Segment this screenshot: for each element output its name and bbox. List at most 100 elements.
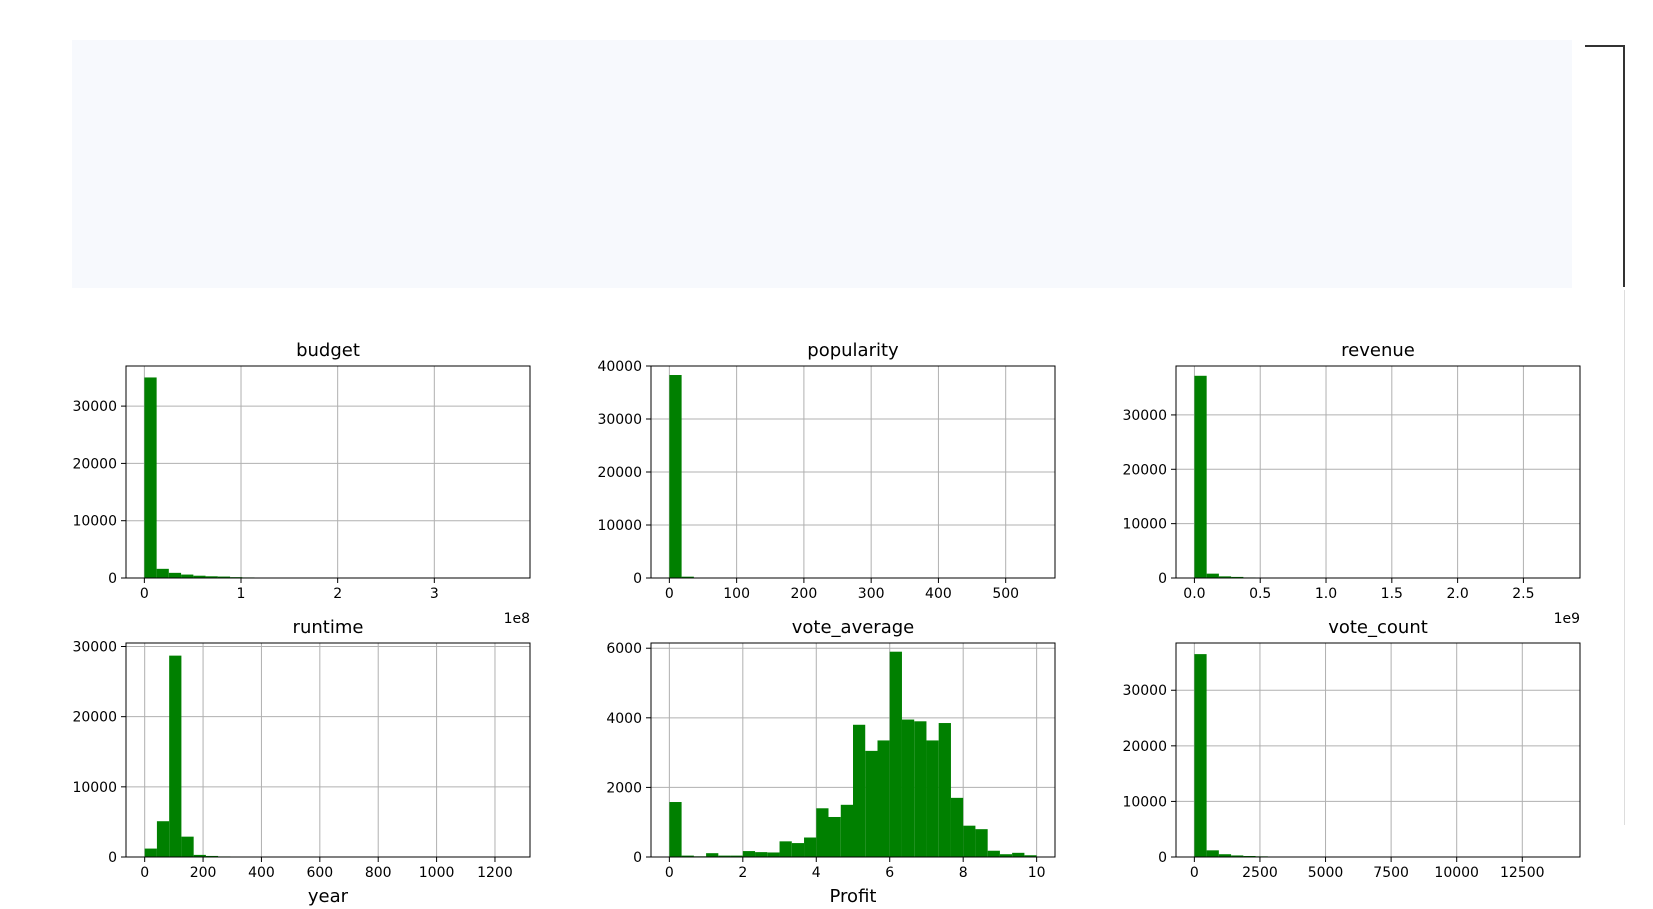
x-tick-label: 7500 (1373, 865, 1409, 881)
x-tick-label: 400 (925, 586, 952, 602)
histogram-bar (914, 721, 927, 857)
histogram-panel-revenue: 0.0 0.5 1.0 1.5 2.0 2.5 0 10000 20000 30000 revenu… (1122, 340, 1581, 627)
histogram-bar (181, 574, 194, 578)
histogram-bar (193, 575, 206, 578)
axes-frame (1175, 642, 1581, 858)
y-tick-label: 2000 (606, 780, 642, 796)
x-tick-label: 500 (992, 586, 1019, 602)
panel-title: revenue (1341, 340, 1415, 361)
x-tick-label: 8 (959, 865, 968, 881)
x-tick-label: 1200 (477, 865, 513, 881)
x-tick-label: 2500 (1242, 865, 1278, 881)
histogram-bar (926, 740, 939, 857)
y-tick-label: 0 (1158, 850, 1167, 866)
x-tick-label: 5000 (1308, 865, 1344, 881)
y-tick-label: 20000 (1122, 739, 1167, 755)
histogram-bars (669, 651, 1037, 857)
axis-offset-text: 1e9 (1554, 611, 1580, 627)
output-scroll-edge (1624, 290, 1625, 825)
x-tick-label: 400 (248, 865, 275, 881)
x-tick-label: 2.5 (1512, 586, 1534, 602)
y-tick-label: 10000 (1122, 794, 1167, 810)
x-tick-label: 4 (812, 865, 821, 881)
y-tick-label: 20000 (597, 465, 642, 481)
histogram-bar (1231, 855, 1244, 857)
x-tick-label: 200 (791, 586, 818, 602)
axes-frame (650, 642, 1056, 858)
axes-frame (125, 365, 531, 579)
x-tick-label: 1.5 (1381, 586, 1403, 602)
x-tick-label: 0 (140, 865, 149, 881)
histogram-bar (168, 572, 182, 578)
y-tick-label: 0 (108, 850, 117, 866)
histogram-panel-budget: 0 1 2 3 0 10000 20000 30000 budget 1e8 (72, 340, 531, 627)
histogram-bar (144, 377, 157, 578)
histogram-bar (1243, 855, 1256, 857)
panel-title: popularity (807, 340, 899, 361)
histogram-bar (181, 836, 194, 857)
histogram-bar (217, 576, 231, 578)
y-tick-label: 4000 (606, 711, 642, 727)
histogram-bar (840, 804, 853, 857)
cell-output-area (72, 40, 1572, 288)
x-tick-label: 200 (190, 865, 217, 881)
x-tick-label: 6 (885, 865, 894, 881)
histogram-bar (1206, 850, 1219, 857)
cell-bracket-edge (1623, 45, 1625, 287)
histogram-bar (1231, 576, 1244, 578)
histogram-bar (742, 851, 756, 857)
y-tick-label: 0 (633, 850, 642, 866)
x-tick-label: 300 (858, 586, 885, 602)
x-tick-label: 12500 (1500, 865, 1545, 881)
y-tick-label: 20000 (72, 710, 117, 726)
y-tick-label: 10000 (72, 780, 117, 796)
x-tick-label: 2 (738, 865, 747, 881)
histogram-bar (853, 724, 866, 857)
panel-title: runtime (293, 617, 364, 638)
histogram-bars (1194, 375, 1562, 578)
x-tick-label: 1.0 (1315, 586, 1337, 602)
histogram-bar (156, 821, 170, 857)
y-tick-label: 20000 (1122, 462, 1167, 478)
histogram-bars (144, 377, 512, 578)
histogram-bar (963, 825, 976, 857)
histogram-bar (669, 802, 682, 857)
y-tick-label: 10000 (72, 514, 117, 530)
histogram-bar (938, 723, 951, 857)
y-tick-label: 6000 (606, 641, 642, 657)
y-tick-label: 30000 (597, 412, 642, 428)
panel-title: budget (296, 340, 360, 361)
histogram-bar (718, 855, 731, 857)
histogram-panel-runtime: 0 200 400 600 800 1000 1200 0 10000 20000 30000 run… (72, 617, 531, 907)
x-tick-label: 0 (140, 586, 149, 602)
x-tick-label: 0 (1190, 865, 1199, 881)
panel-title: vote_average (792, 617, 914, 638)
histogram-bar (865, 750, 878, 857)
axis-offset-text: 1e8 (504, 611, 530, 627)
histogram-bar (999, 854, 1013, 857)
y-tick-label: 30000 (72, 399, 117, 415)
x-tick-label: 1 (237, 586, 246, 602)
histogram-bar (205, 855, 219, 857)
histogram-bar (779, 841, 792, 857)
histogram-panel-vote_average: 0 2 4 6 8 10 0 2000 4000 6000 vote_average Profit (606, 617, 1056, 907)
histogram-bar (1218, 576, 1232, 578)
x-tick-label: 10000 (1434, 865, 1479, 881)
y-tick-label: 10000 (597, 518, 642, 534)
histogram-bars (669, 375, 1037, 578)
histogram-bar (169, 655, 182, 857)
x-tick-label: 0.5 (1249, 586, 1271, 602)
histogram-bar (144, 848, 157, 857)
x-tick-label: 600 (306, 865, 333, 881)
histogram-bar (1194, 654, 1207, 857)
histogram-bar (730, 855, 743, 857)
y-tick-label: 0 (633, 571, 642, 587)
histogram-bar (669, 375, 682, 578)
x-axis-label: year (308, 886, 349, 907)
histogram-bar (950, 797, 964, 857)
histogram-bar (755, 852, 768, 857)
y-tick-label: 20000 (72, 456, 117, 472)
x-tick-label: 2.0 (1446, 586, 1468, 602)
histogram-bar (987, 850, 1000, 857)
